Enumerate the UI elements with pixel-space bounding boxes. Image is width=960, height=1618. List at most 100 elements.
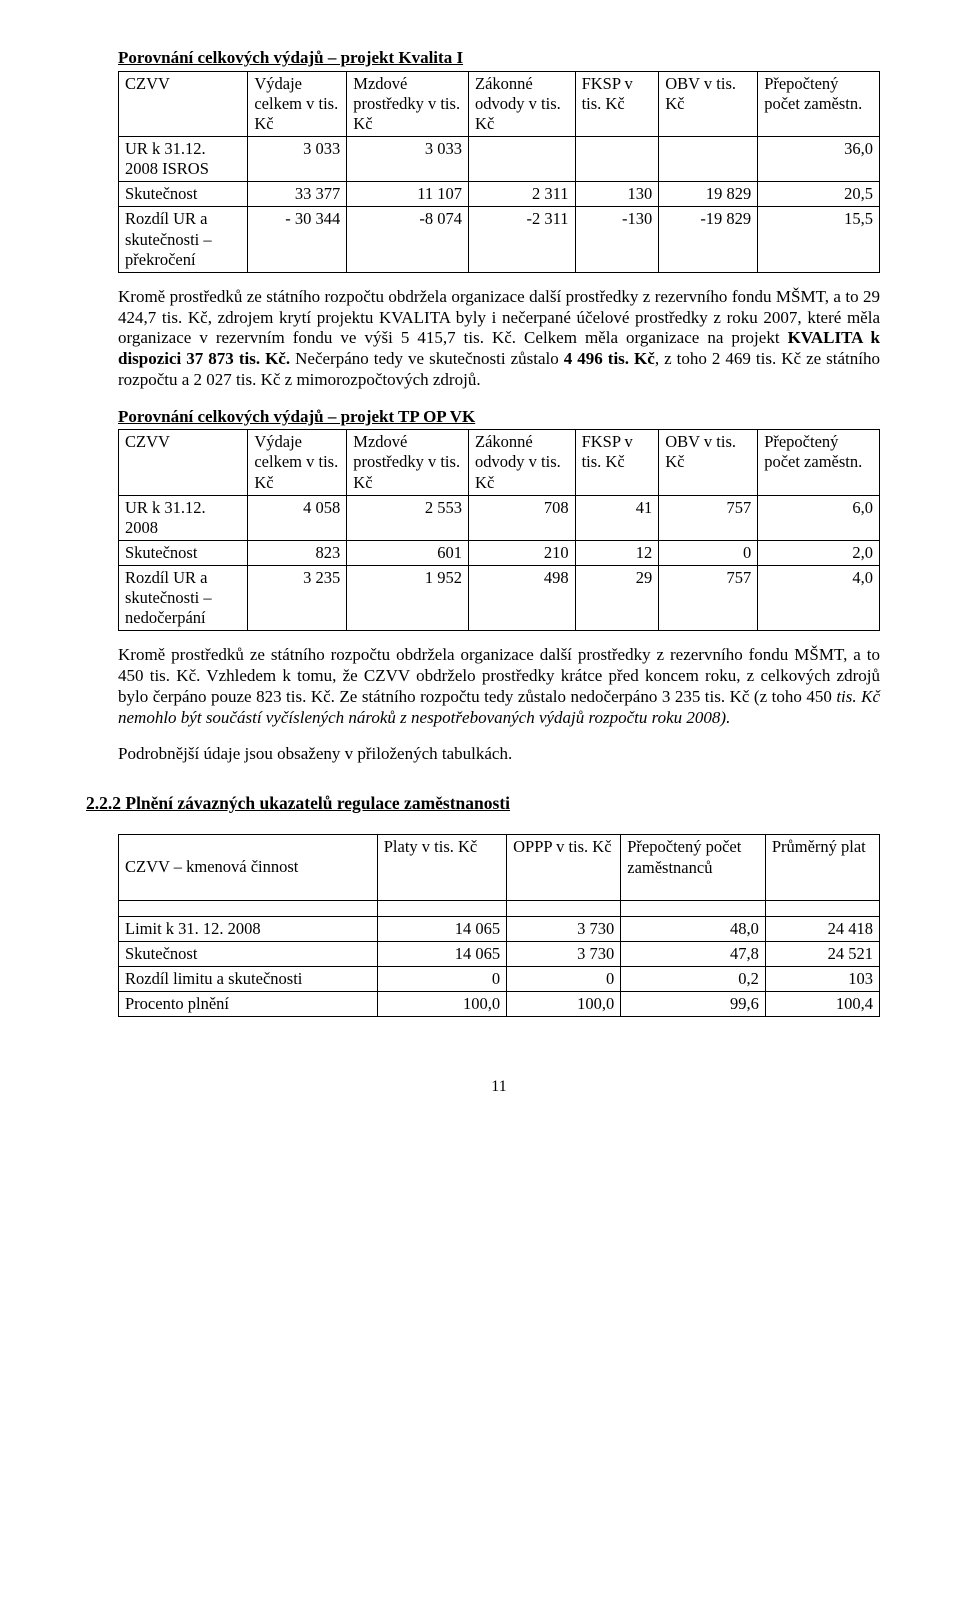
hdr-mzdove: Mzdové prostředky v tis. Kč [347,71,469,136]
table-row: Limit k 31. 12. 2008 14 065 3 730 48,0 2… [119,916,880,941]
cell: 3 235 [248,566,347,631]
cell: 12 [575,540,659,565]
hdr-mzdove: Mzdové prostředky v tis. Kč [347,430,469,495]
cell: 0 [507,966,621,991]
cell: Skutečnost [119,941,378,966]
table-kvalita: CZVV Výdaje celkem v tis. Kč Mzdové pros… [118,71,880,273]
cell: 103 [765,966,879,991]
hdr-obv: OBV v tis. Kč [659,430,758,495]
hdr-zakonne: Zákonné odvody v tis. Kč [469,430,576,495]
cell: 4,0 [758,566,880,631]
subheading-222: 2.2.2 Plnění závazných ukazatelů regulac… [86,793,880,814]
cell: 100,0 [507,991,621,1016]
hdr-czvv: CZVV [119,71,248,136]
cell [621,900,766,916]
cell: UR k 31.12. 2008 [119,495,248,540]
cell [119,900,378,916]
hdr-prep: Přepočtený počet zaměstn. [758,430,880,495]
para-tpopvk: Kromě prostředků ze státního rozpočtu ob… [118,645,880,728]
cell: 757 [659,495,758,540]
cell: 3 033 [347,137,469,182]
hdr-vydaje: Výdaje celkem v tis. Kč [248,71,347,136]
cell: 41 [575,495,659,540]
hdr-c2: OPPP v tis. Kč [507,835,621,900]
cell: -2 311 [469,207,576,272]
cell: 100,4 [765,991,879,1016]
page-number: 11 [118,1077,880,1097]
hdr-zakonne: Zákonné odvody v tis. Kč [469,71,576,136]
cell: Rozdíl UR a skutečnosti – překročení [119,207,248,272]
cell: 1 952 [347,566,469,631]
section1-title: Porovnání celkových výdajů – projekt Kva… [118,48,880,69]
cell: 29 [575,566,659,631]
cell: 47,8 [621,941,766,966]
cell [765,900,879,916]
cell: 19 829 [659,182,758,207]
cell: 14 065 [377,941,506,966]
cell: 3 730 [507,916,621,941]
cell: 757 [659,566,758,631]
cell: - 30 344 [248,207,347,272]
table-row: UR k 31.12. 2008 ISROS 3 033 3 033 36,0 [119,137,880,182]
cell: 48,0 [621,916,766,941]
cell: 0 [377,966,506,991]
table-tpopvk: CZVV Výdaje celkem v tis. Kč Mzdové pros… [118,429,880,631]
cell: 2 311 [469,182,576,207]
cell: Limit k 31. 12. 2008 [119,916,378,941]
table-header-row: CZVV Výdaje celkem v tis. Kč Mzdové pros… [119,71,880,136]
cell: 36,0 [758,137,880,182]
hdr-c3: Přepočtený počet zaměstnanců [621,835,766,900]
cell: UR k 31.12. 2008 ISROS [119,137,248,182]
cell: Skutečnost [119,182,248,207]
para-text-bold: 4 496 tis. Kč [564,349,655,368]
cell: Rozdíl UR a skutečnosti – nedočerpání [119,566,248,631]
hdr-c1: Platy v tis. Kč [377,835,506,900]
table-zamestnanost: CZVV – kmenová činnost Platy v tis. Kč O… [118,834,880,1017]
cell: 33 377 [248,182,347,207]
cell: 0 [659,540,758,565]
hdr-obv: OBV v tis. Kč [659,71,758,136]
cell: -8 074 [347,207,469,272]
cell: 4 058 [248,495,347,540]
cell: 130 [575,182,659,207]
hdr-czvv: CZVV [119,430,248,495]
table-row: Skutečnost 14 065 3 730 47,8 24 521 [119,941,880,966]
cell [507,900,621,916]
hdr-prep: Přepočtený počet zaměstn. [758,71,880,136]
cell: 14 065 [377,916,506,941]
cell: 2 553 [347,495,469,540]
cell: Skutečnost [119,540,248,565]
para-text: Kromě prostředků ze státního rozpočtu ob… [118,645,880,705]
cell: Procento plnění [119,991,378,1016]
hdr-c0: CZVV – kmenová činnost [119,835,378,900]
cell: -130 [575,207,659,272]
table-row: Skutečnost 33 377 11 107 2 311 130 19 82… [119,182,880,207]
para-text: Kromě prostředků ze státního rozpočtu ob… [118,287,880,347]
table-row: Rozdíl limitu a skutečnosti 0 0 0,2 103 [119,966,880,991]
cell [575,137,659,182]
section2-title: Porovnání celkových výdajů – projekt TP … [118,407,880,428]
cell: 6,0 [758,495,880,540]
cell: 24 418 [765,916,879,941]
table-spacer-row [119,900,880,916]
cell: 0,2 [621,966,766,991]
cell: 24 521 [765,941,879,966]
table-header-row: CZVV Výdaje celkem v tis. Kč Mzdové pros… [119,430,880,495]
table-row: Skutečnost 823 601 210 12 0 2,0 [119,540,880,565]
hdr-c4: Průměrný plat [765,835,879,900]
cell: 20,5 [758,182,880,207]
cell: 3 730 [507,941,621,966]
cell: -19 829 [659,207,758,272]
cell: Rozdíl limitu a skutečnosti [119,966,378,991]
para-text: Nečerpáno tedy ve skutečnosti zůstalo [290,349,564,368]
hdr-fksp: FKSP v tis. Kč [575,71,659,136]
para-kvalita: Kromě prostředků ze státního rozpočtu ob… [118,287,880,391]
cell: 2,0 [758,540,880,565]
hdr-fksp: FKSP v tis. Kč [575,430,659,495]
cell: 210 [469,540,576,565]
cell [377,900,506,916]
cell: 601 [347,540,469,565]
cell: 15,5 [758,207,880,272]
para-more-info: Podrobnější údaje jsou obsaženy v přilož… [118,744,880,765]
cell: 11 107 [347,182,469,207]
